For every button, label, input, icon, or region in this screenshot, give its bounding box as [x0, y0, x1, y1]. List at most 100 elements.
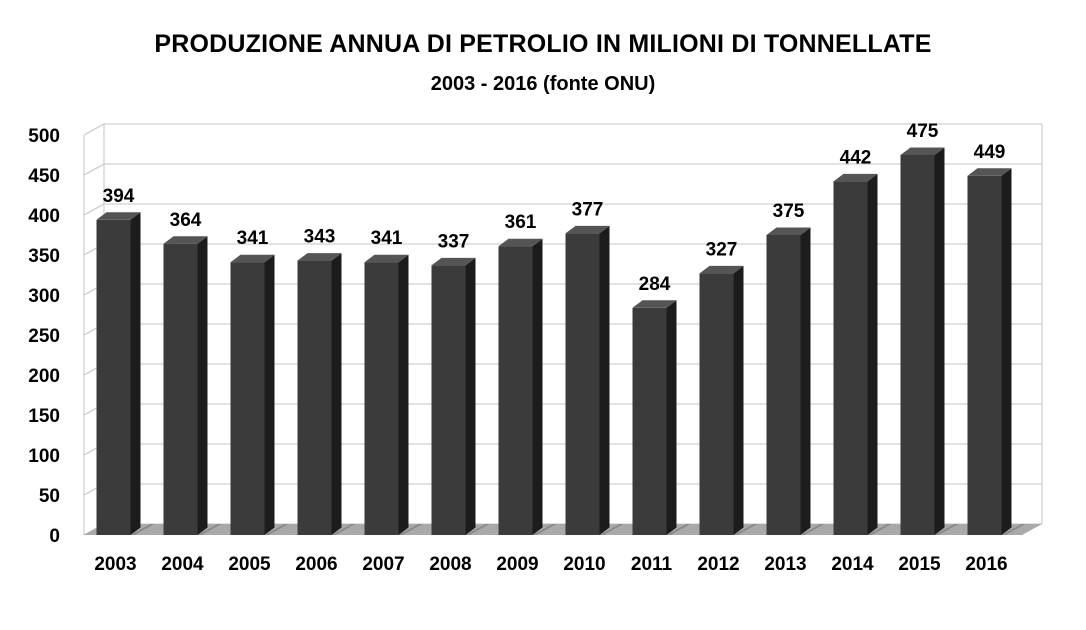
bar-top [230, 254, 275, 263]
bar-shadow [197, 524, 222, 535]
bar-side [264, 254, 275, 535]
bar-shadow [465, 524, 490, 535]
bar-front [163, 243, 198, 536]
bar-shadow [599, 524, 624, 535]
x-tick-label: 2013 [764, 554, 806, 575]
gridline-side [83, 123, 105, 136]
y-tick-label: 200 [28, 366, 60, 387]
bar-top [833, 173, 878, 182]
bar-side [465, 257, 476, 535]
bar-front [699, 273, 734, 535]
data-label: 364 [170, 210, 202, 231]
x-tick-label: 2009 [496, 554, 538, 575]
bar-shadow [264, 524, 289, 535]
bar-shadow [800, 524, 825, 535]
x-tick-label: 2014 [831, 554, 874, 575]
bar-side [666, 300, 677, 535]
y-tick-label: 100 [28, 446, 60, 467]
y-axis: 0 50 100 150 200 250 300 350 400 450 500 [28, 126, 85, 547]
bar [364, 254, 423, 535]
x-axis: 2003 2004 2005 2006 2007 2008 2009 2010 2011 2012… [94, 554, 1007, 575]
bar-top [766, 227, 811, 235]
bar-shadow [130, 524, 155, 535]
bar-side [1001, 168, 1012, 536]
bar-front [431, 265, 466, 535]
bar-side [599, 225, 610, 535]
bar-shadow [1001, 524, 1026, 535]
bar-shadow [532, 524, 557, 535]
x-tick-label: 2004 [161, 554, 204, 575]
x-tick-label: 2015 [898, 554, 941, 575]
gridline-side [83, 163, 105, 176]
data-label: 341 [371, 228, 403, 249]
bar [766, 227, 825, 535]
bar-shadow [867, 524, 892, 535]
data-label: 284 [639, 274, 671, 295]
bar [967, 168, 1026, 536]
chart-subtitle: 2003 - 2016 (fonte ONU) [430, 73, 656, 95]
bar [498, 238, 557, 535]
bar [900, 147, 959, 535]
data-label: 449 [974, 142, 1006, 163]
bar [565, 225, 624, 535]
bar [297, 253, 356, 535]
x-tick-label: 2005 [228, 554, 271, 575]
bars [96, 147, 1026, 536]
bar-side [934, 147, 945, 535]
bar-top [431, 257, 476, 266]
bar-side [800, 227, 811, 535]
bar-front [565, 233, 600, 535]
chart-floor [84, 524, 1042, 535]
bar-front [96, 219, 131, 536]
bar-top [565, 225, 610, 234]
bar-front [967, 175, 1002, 536]
data-label: 337 [438, 231, 470, 252]
data-label: 442 [840, 147, 872, 168]
bar-front [498, 246, 533, 535]
bar-top [498, 238, 543, 247]
bar [96, 212, 155, 536]
bar-shadow [934, 524, 959, 535]
x-tick-label: 2003 [94, 554, 136, 575]
data-label: 377 [572, 199, 604, 220]
bar-side [532, 238, 543, 535]
data-label: 343 [304, 227, 336, 248]
y-tick-label: 500 [28, 126, 60, 147]
bar [163, 236, 222, 536]
bar-front [900, 155, 935, 535]
bar-side [130, 212, 141, 536]
y-tick-label: 350 [28, 246, 60, 267]
x-tick-label: 2010 [563, 554, 605, 575]
bar-top [297, 253, 342, 261]
y-tick-label: 150 [28, 406, 60, 427]
bar-side [197, 236, 208, 536]
bar [699, 265, 758, 535]
bar-top [967, 168, 1012, 176]
bar-front [632, 307, 667, 535]
chart-title: PRODUZIONE ANNUA DI PETROLIO IN MILIONI … [154, 30, 932, 58]
bar-side [733, 265, 744, 535]
bar-top [632, 300, 677, 308]
bar-top [699, 265, 744, 274]
gridline-side [83, 203, 105, 216]
bar [230, 254, 289, 535]
y-tick-label: 0 [49, 526, 60, 547]
y-tick-label: 50 [39, 486, 60, 507]
bar-front [230, 262, 265, 535]
x-tick-label: 2007 [362, 554, 404, 575]
x-tick-label: 2008 [429, 554, 471, 575]
data-label: 475 [907, 121, 939, 142]
bar-shadow [398, 524, 423, 535]
data-label: 341 [237, 228, 269, 249]
bar-front [364, 262, 399, 535]
y-tick-label: 300 [28, 286, 60, 307]
bar-shadow [733, 524, 758, 535]
data-label: 375 [773, 201, 805, 222]
bar-front [833, 181, 868, 535]
y-tick-label: 250 [28, 326, 60, 347]
x-tick-label: 2016 [965, 554, 1007, 575]
y-tick-label: 400 [28, 206, 60, 227]
data-label: 327 [706, 239, 738, 260]
